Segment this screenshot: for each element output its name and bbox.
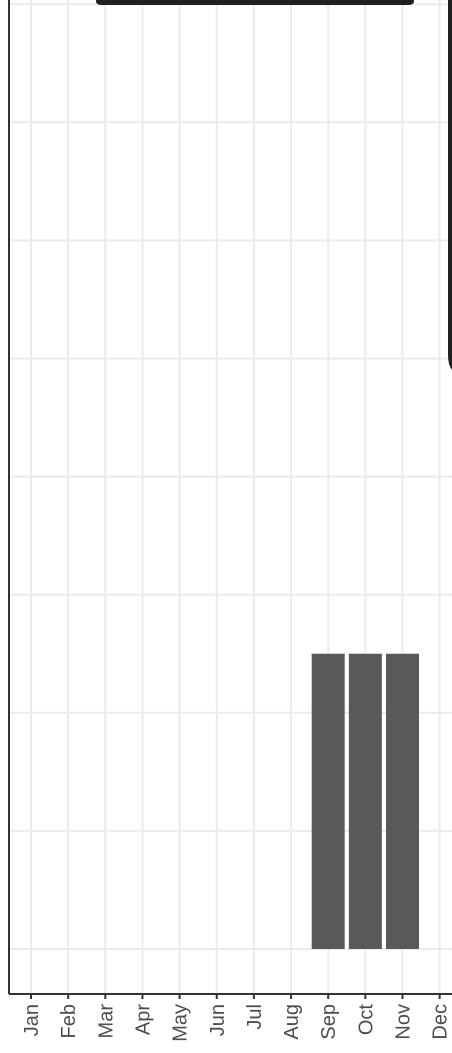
x-tick-label-dec: Dec bbox=[430, 1004, 452, 1040]
x-tick-label-jan: Jan bbox=[21, 1004, 43, 1036]
x-axis-tick-labels: Jan Feb Mar Apr May Jun Jul Aug Sep Oct Nov Dec bbox=[21, 1004, 452, 1042]
x-tick-label-sep: Sep bbox=[318, 1004, 340, 1040]
x-tick-label-mar: Mar bbox=[95, 1004, 117, 1039]
bar-oct bbox=[348, 653, 382, 949]
x-tick-label-aug: Aug bbox=[281, 1004, 303, 1040]
right-side-panel bbox=[448, 0, 452, 370]
x-tick-label-jul: Jul bbox=[244, 1004, 266, 1030]
x-axis-ticks bbox=[30, 994, 441, 999]
top-tooltip-panel bbox=[96, 0, 414, 5]
x-tick-label-may: May bbox=[170, 1004, 192, 1042]
x-tick-label-nov: Nov bbox=[393, 1004, 415, 1040]
bar-nov bbox=[386, 653, 419, 949]
x-tick-label-jun: Jun bbox=[207, 1004, 229, 1036]
x-tick-label-feb: Feb bbox=[58, 1004, 80, 1038]
bars bbox=[311, 653, 419, 949]
overlay-panels bbox=[96, 0, 452, 370]
x-tick-label-apr: Apr bbox=[132, 1004, 154, 1035]
bar-sep bbox=[311, 653, 345, 949]
x-tick-label-oct: Oct bbox=[355, 1004, 377, 1036]
